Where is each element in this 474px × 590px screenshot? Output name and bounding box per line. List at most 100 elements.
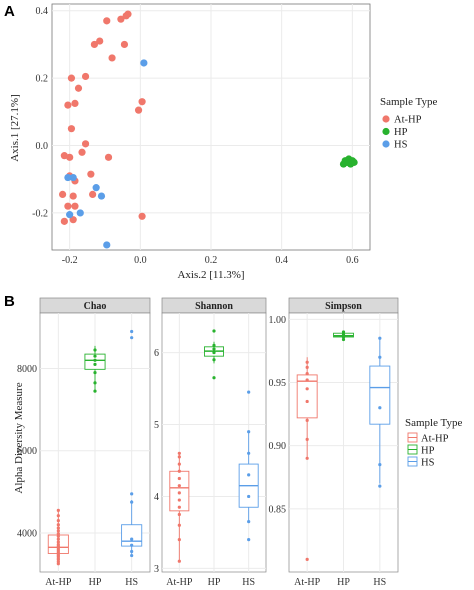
scatter-point-at-hp	[103, 17, 111, 25]
scatter-y-tick-label: -0.2	[32, 208, 48, 219]
box-point	[93, 354, 97, 358]
facet-x-tick-label: HP	[89, 577, 102, 588]
scatter-point-at-hp	[78, 148, 86, 156]
facet-x-tick-label: At-HP	[294, 577, 321, 588]
box-point	[56, 532, 60, 536]
scatter-point-at-hp	[138, 98, 146, 106]
facet-x-tick-label: At-HP	[166, 577, 193, 588]
scatter-point-at-hp	[81, 140, 90, 148]
scatter-point-at-hp	[69, 216, 77, 224]
box-point	[378, 336, 382, 340]
box-at-hp	[47, 508, 69, 566]
box-point	[305, 456, 309, 460]
box-point	[212, 343, 216, 347]
box-point	[378, 484, 382, 488]
facet-y-tick-label: 3	[154, 564, 159, 575]
box-point	[177, 538, 181, 542]
scatter-point-at-hp	[117, 15, 125, 23]
box-hp	[84, 345, 106, 393]
panel-a-letter: A	[4, 3, 15, 20]
box-point	[341, 335, 346, 339]
scatter-point-at-hp	[90, 40, 98, 49]
scatter-point-hs	[64, 173, 72, 182]
scatter-point-at-hp	[64, 101, 72, 109]
scatter-point-hs	[140, 59, 148, 67]
facet-y-tick-label: 1.00	[269, 315, 287, 326]
box-point	[56, 519, 60, 523]
scatter-point-at-hp	[71, 202, 79, 210]
scatter-point-at-hp	[120, 40, 129, 49]
scatter-x-tick-label: 0.2	[205, 255, 218, 266]
box-point	[305, 365, 309, 369]
panel-a-pcoa: A -0.2 0.0 0.2 0.4 0.6 -0.2 0.0 0.2 0.4 Axis.2 …	[4, 3, 437, 281]
facet-y-tick-label: 0.95	[269, 378, 287, 389]
box-point	[130, 336, 134, 340]
box-point	[93, 381, 97, 385]
facet-y-tick-label: 0.90	[269, 441, 287, 452]
box-point	[56, 508, 60, 512]
box-point	[177, 476, 181, 481]
scatter-y-ticks: -0.2 0.0 0.2 0.4	[32, 6, 48, 219]
facet-strip-label: Simpson	[325, 301, 362, 312]
box-point	[378, 463, 382, 467]
scatter-y-tick-label: 0.4	[36, 6, 49, 17]
box-point	[212, 376, 216, 380]
scatter-point-at-hp	[134, 106, 143, 114]
scatter-x-tick-label: 0.6	[346, 255, 359, 266]
scatter-point-at-hp	[96, 37, 104, 45]
box-point	[305, 399, 309, 404]
box-hp	[333, 330, 354, 342]
facet-simpson: Simpson 0.85 0.90 0.95 1.00 At-HP HP HS	[269, 297, 399, 588]
box-at-hp	[296, 357, 318, 561]
box-point	[247, 430, 251, 434]
box-hp	[204, 329, 224, 380]
alpha-legend-key	[407, 456, 418, 467]
alpha-y-axis-title: Alpha Diversity Measure	[13, 382, 25, 493]
box-point	[177, 462, 181, 466]
box-point	[177, 491, 181, 495]
box-point	[130, 537, 134, 541]
box-point	[130, 500, 134, 504]
box-point	[93, 362, 97, 366]
scatter-legend-key	[382, 115, 390, 123]
scatter-point-at-hp	[122, 12, 130, 20]
box-point	[177, 484, 181, 488]
box-hs	[238, 390, 259, 542]
box-point	[341, 337, 346, 342]
alpha-legend-key	[407, 444, 418, 455]
scatter-point-at-hp	[66, 153, 74, 161]
box-point	[130, 549, 134, 554]
box-hs	[121, 329, 143, 558]
scatter-point-hp	[350, 158, 358, 166]
box-point	[247, 538, 251, 542]
facet-chao: Chao 4000 6000 8000 At-HP HP HS	[17, 297, 151, 588]
scatter-legend-label: HS	[394, 140, 408, 151]
box-point	[305, 437, 309, 441]
box-point	[305, 372, 309, 376]
scatter-point-hs	[69, 173, 77, 182]
box-point	[177, 559, 181, 563]
scatter-point-hp	[343, 158, 351, 166]
box-point	[177, 505, 181, 509]
scatter-x-tick-label: 0.4	[275, 255, 288, 266]
panel-b-alpha-diversity: B Alpha Diversity Measure Chao 4000 6000 80…	[4, 293, 462, 588]
box-point	[177, 469, 181, 473]
scatter-point-at-hp	[69, 192, 77, 200]
box-point	[177, 523, 181, 527]
scatter-legend-title: Sample Type	[380, 96, 437, 108]
box-point	[341, 332, 346, 337]
scatter-y-tick-label: 0.2	[36, 74, 49, 85]
facet-y-tick-label: 0.85	[269, 504, 287, 515]
scatter-point-at-hp	[64, 202, 72, 210]
box-point	[212, 347, 216, 351]
box-point	[305, 387, 309, 391]
facet-x-tick-label: HS	[373, 577, 386, 588]
box-point	[56, 523, 60, 527]
scatter-legend-key	[382, 140, 390, 148]
scatter-point-hs	[97, 192, 106, 200]
box-point	[93, 371, 97, 375]
facet-y-tick-label: 5	[154, 420, 159, 431]
facet-x-tick-label: HP	[208, 577, 221, 588]
panel-b-letter: B	[4, 293, 15, 310]
